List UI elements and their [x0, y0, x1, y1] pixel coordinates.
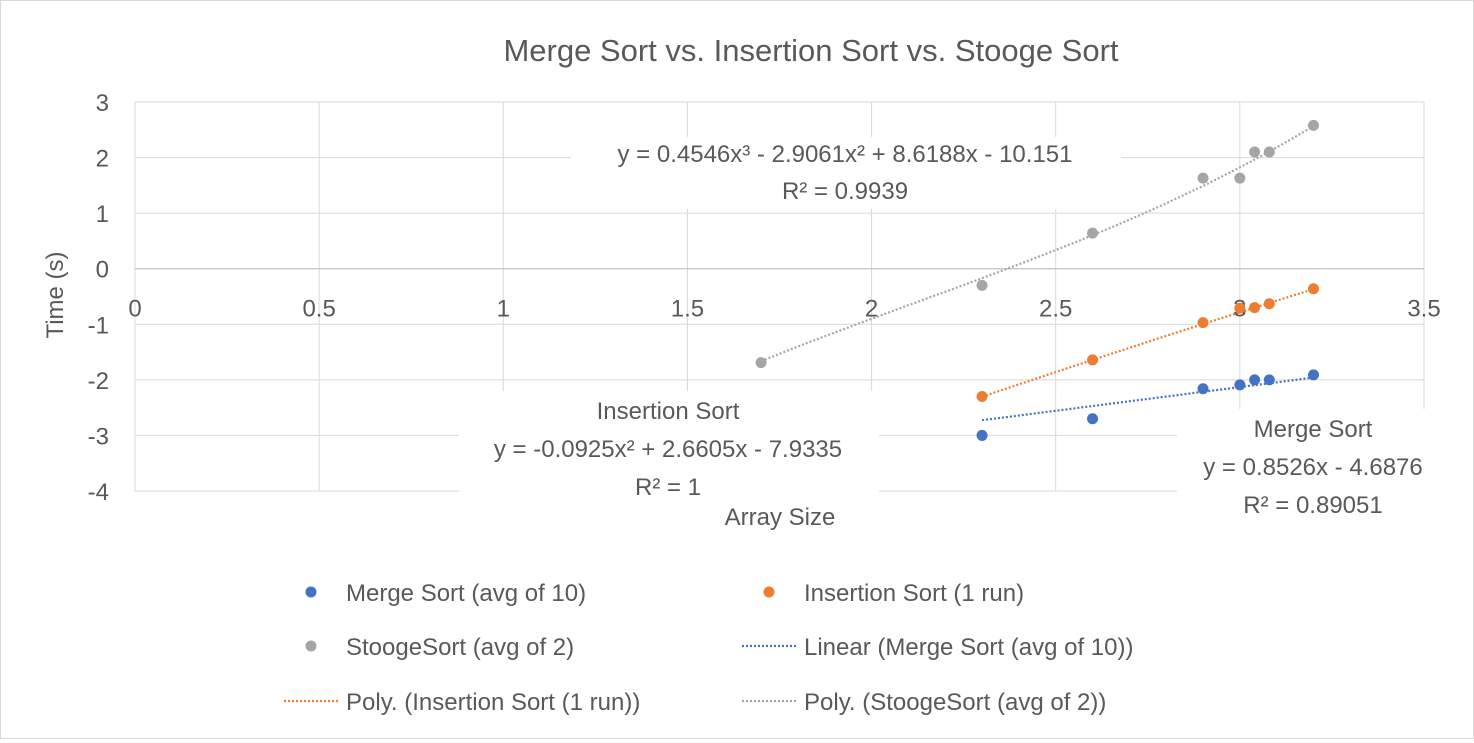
trendline-label-r2: R² = 1: [635, 474, 701, 501]
trendline-label-equation: y = 0.4546x³ - 2.9061x² + 8.6188x - 10.1…: [618, 141, 1073, 168]
y-tick-label: -1: [88, 312, 109, 339]
legend-marker-dot: [305, 640, 317, 652]
legend-label: Linear (Merge Sort (avg of 10)): [804, 634, 1133, 661]
data-point-series-3: [1308, 119, 1320, 131]
y-tick-label: -4: [88, 479, 109, 506]
y-tick-label: -3: [88, 423, 109, 450]
data-point-series-3: [1263, 146, 1275, 158]
data-point-series-2: [1234, 302, 1246, 314]
trendline-label-equation: y = -0.0925x² + 2.6605x - 7.9335: [494, 436, 842, 463]
x-tick-label: 3.5: [1407, 296, 1440, 323]
x-tick-label: 1.5: [671, 296, 704, 323]
chart-title: Merge Sort vs. Insertion Sort vs. Stooge…: [503, 33, 1118, 68]
data-point-series-3: [1249, 146, 1261, 158]
data-point-series-2: [1263, 298, 1275, 310]
legend: Merge Sort (avg of 10) Insertion Sort (1 …: [284, 580, 1133, 716]
data-point-series-2: [1249, 302, 1261, 314]
x-tick-label: 1: [497, 296, 510, 323]
legend-label: StoogeSort (avg of 2): [346, 634, 574, 661]
y-tick-label: 1: [96, 201, 109, 228]
trendline-label-r2: R² = 0.9939: [782, 178, 908, 205]
trendline-label-background: [459, 391, 879, 509]
y-tick-label: 2: [96, 146, 109, 173]
trendline-label-background: [1177, 409, 1449, 527]
y-tick-label: 3: [96, 90, 109, 117]
x-tick-label: 0: [128, 296, 141, 323]
x-axis-label: Array Size: [725, 504, 836, 531]
data-point-series-1: [1249, 374, 1261, 386]
legend-label: Insertion Sort (1 run): [804, 580, 1024, 607]
legend-label: Poly. (Insertion Sort (1 run)): [346, 689, 640, 716]
data-point-series-2: [976, 391, 988, 403]
data-point-series-2: [1087, 354, 1099, 366]
data-point-series-2: [1308, 283, 1320, 295]
trendline-label-title: Insertion Sort: [597, 398, 740, 425]
data-point-series-1: [1197, 383, 1209, 395]
y-axis-label: Time (s): [42, 251, 69, 338]
data-point-series-3: [1234, 172, 1246, 184]
x-tick-label: 2: [865, 296, 878, 323]
data-point-series-1: [1087, 413, 1099, 425]
data-point-series-3: [976, 279, 988, 291]
data-point-series-1: [1234, 379, 1246, 391]
data-point-series-3: [1197, 172, 1209, 184]
x-tick-label: 2.5: [1039, 296, 1072, 323]
trendline-label-equation: y = 0.8526x - 4.6876: [1203, 454, 1423, 481]
legend-label: Poly. (StoogeSort (avg of 2)): [804, 689, 1106, 716]
trendline-label-title: Merge Sort: [1254, 416, 1373, 443]
trendline-label-background: [571, 137, 1121, 209]
data-point-series-3: [755, 357, 767, 369]
legend-label: Merge Sort (avg of 10): [346, 580, 586, 607]
legend-marker-dot: [763, 586, 775, 598]
data-point-series-1: [976, 429, 988, 441]
data-point-series-2: [1197, 317, 1209, 329]
trendline-label-r2: R² = 0.89051: [1243, 492, 1382, 519]
x-tick-label: 0.5: [302, 296, 335, 323]
data-points: [755, 119, 1320, 441]
data-point-series-3: [1087, 227, 1099, 239]
data-point-series-1: [1308, 369, 1320, 381]
data-point-series-1: [1263, 374, 1275, 386]
y-tick-label: 0: [96, 257, 109, 284]
trendline-3: [760, 125, 1315, 363]
y-tick-label: -2: [88, 368, 109, 395]
trendline-2: [981, 288, 1314, 398]
legend-marker-dot: [305, 586, 317, 598]
trendlines: [760, 125, 1315, 422]
trendline-labels: y = 0.4546x³ - 2.9061x² + 8.6188x - 10.1…: [459, 137, 1449, 527]
